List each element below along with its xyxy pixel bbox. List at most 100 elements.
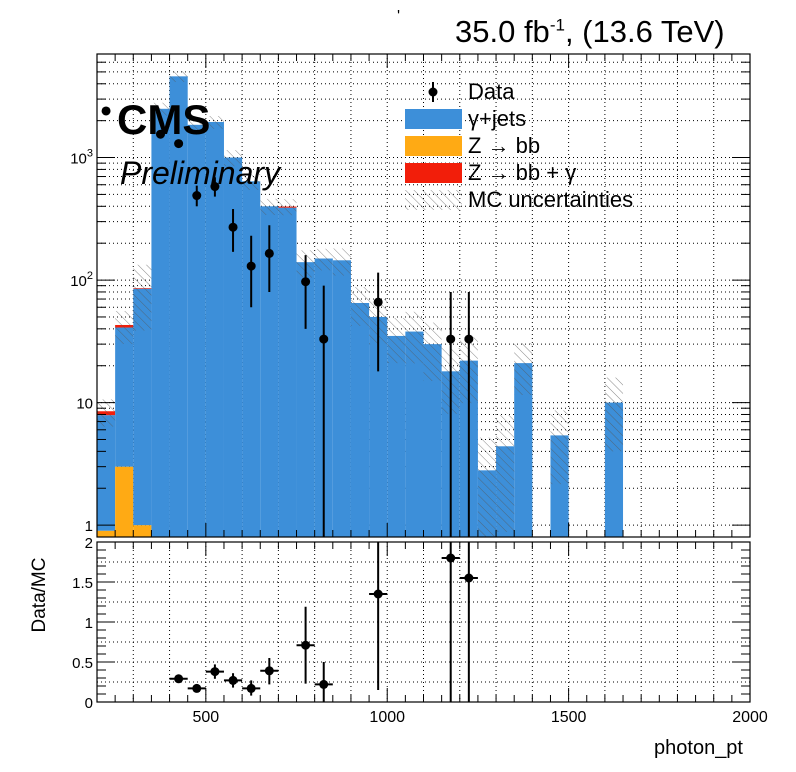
ratio-point bbox=[264, 666, 274, 676]
mc-uncertainty-band bbox=[205, 115, 224, 129]
mc-uncertainty-band bbox=[223, 150, 243, 167]
data-point bbox=[210, 182, 220, 192]
bar-gjets bbox=[187, 124, 206, 537]
bar-gjets bbox=[423, 344, 442, 537]
ratio-point bbox=[464, 573, 474, 583]
legend-swatch-zbbg bbox=[405, 163, 462, 183]
data-point bbox=[319, 334, 329, 344]
x-tick-label: 2000 bbox=[732, 709, 768, 726]
ratio-point bbox=[301, 640, 311, 650]
bar-gjets bbox=[223, 157, 243, 537]
data-point bbox=[373, 297, 383, 307]
bar-gjets bbox=[169, 76, 188, 537]
mc-uncertainty-band bbox=[477, 437, 497, 537]
ratio-point bbox=[246, 683, 256, 693]
y-tick-label: 102 bbox=[70, 270, 93, 290]
mc-uncertainty-band bbox=[423, 322, 442, 382]
lumi-value: 35.0 fb bbox=[455, 14, 550, 49]
mc-uncertainty-band bbox=[133, 264, 152, 331]
stray-mark: ' bbox=[397, 8, 401, 25]
lumi-exponent: -1 bbox=[549, 15, 565, 35]
bar-gjets bbox=[332, 260, 351, 537]
legend-label: MC uncertainties bbox=[468, 187, 634, 212]
bar-gjets bbox=[97, 415, 116, 531]
data-point bbox=[101, 106, 111, 116]
legend-swatch-gjets bbox=[405, 109, 462, 129]
bar-gjets bbox=[387, 335, 406, 537]
bar-gjets bbox=[514, 363, 533, 537]
mc-uncertainty-band bbox=[496, 415, 515, 532]
mc-uncertainty-band bbox=[604, 377, 624, 452]
mc-uncertainty-band bbox=[314, 248, 333, 271]
ratio-point bbox=[228, 675, 238, 685]
data-point bbox=[301, 277, 311, 287]
bar-gjets bbox=[115, 327, 134, 467]
mc-uncertainty-band bbox=[514, 343, 533, 395]
mc-uncertainty-band bbox=[350, 287, 370, 326]
mc-uncertainty-band bbox=[332, 248, 351, 276]
legend-swatch-unc bbox=[405, 190, 462, 210]
lumi-label: 35.0 fb-1, (13.6 TeV) bbox=[455, 14, 725, 50]
mc-uncertainty-band bbox=[242, 173, 261, 190]
ratio-y-tick-label: 0 bbox=[85, 695, 93, 712]
legend-label: Data bbox=[468, 79, 515, 104]
ratio-y-tick-label: 1 bbox=[85, 615, 93, 632]
data-point bbox=[446, 334, 456, 344]
bar-gjets bbox=[350, 302, 370, 537]
ratio-y-axis-title: Data/MC bbox=[29, 558, 50, 633]
mc-uncertainty-band bbox=[187, 118, 206, 132]
mc-uncertainty-band bbox=[405, 311, 424, 364]
bar-gjets bbox=[133, 288, 152, 526]
bar-zbb bbox=[97, 530, 116, 537]
bar-gjets bbox=[369, 316, 388, 537]
ratio-y-tick-label: 2 bbox=[85, 535, 93, 552]
data-point bbox=[264, 248, 274, 258]
mc-uncertainty-band bbox=[115, 311, 134, 344]
ratio-point bbox=[174, 674, 184, 684]
bar-gjets bbox=[151, 108, 170, 537]
legend-marker-data bbox=[428, 82, 438, 102]
ratio-point bbox=[192, 683, 202, 693]
bar-gjets bbox=[260, 206, 279, 537]
axis-labels: 1 10 102 103 0 0.5 1 1.5 2 500 1000 1500 2000 photon_… bbox=[29, 148, 768, 759]
preliminary-label: Preliminary bbox=[120, 155, 281, 191]
ratio-y-tick-label: 0.5 bbox=[72, 655, 93, 672]
x-tick-label: 1500 bbox=[551, 709, 587, 726]
mc-uncertainty-band bbox=[387, 318, 406, 364]
bar-zbb bbox=[115, 466, 134, 537]
y-tick-label: 103 bbox=[70, 148, 93, 168]
legend-label: γ+jets bbox=[468, 106, 527, 131]
legend-label: Z → bb bbox=[468, 133, 541, 158]
x-tick-label: 500 bbox=[192, 709, 219, 726]
bar-gjets bbox=[296, 262, 315, 537]
mc-uncertainty-band bbox=[260, 198, 279, 215]
data-point bbox=[174, 139, 184, 149]
bar-gjets bbox=[205, 122, 224, 537]
data-points bbox=[101, 106, 474, 537]
cms-label: CMS bbox=[117, 96, 211, 143]
mc-uncertainty-band bbox=[97, 399, 116, 427]
ratio-point bbox=[373, 589, 383, 599]
ratio-point bbox=[210, 667, 220, 677]
y-tick-label: 10 bbox=[76, 396, 93, 413]
ratio-frame bbox=[96, 541, 751, 703]
x-axis-title: photon_pt bbox=[654, 737, 743, 759]
ratio-y-tick-label: 1.5 bbox=[72, 575, 93, 592]
mc-uncertainty-bands bbox=[97, 71, 624, 537]
data-point bbox=[246, 261, 256, 271]
lumi-energy: , (13.6 TeV) bbox=[564, 14, 725, 49]
data-point bbox=[192, 191, 202, 201]
mc-uncertainty-band bbox=[151, 102, 170, 116]
ratio-grid bbox=[97, 542, 750, 702]
bar-gjets bbox=[242, 181, 261, 537]
data-point bbox=[155, 129, 165, 139]
data-point bbox=[464, 334, 474, 344]
bar-gjets bbox=[278, 207, 297, 537]
ratio-point bbox=[319, 679, 329, 689]
mc-uncertainty-band bbox=[550, 410, 569, 485]
legend-label: Z → bb + γ bbox=[468, 160, 577, 185]
ratio-point bbox=[446, 553, 456, 563]
y-tick-label: 1 bbox=[85, 518, 93, 535]
mc-uncertainty-band bbox=[278, 199, 297, 216]
